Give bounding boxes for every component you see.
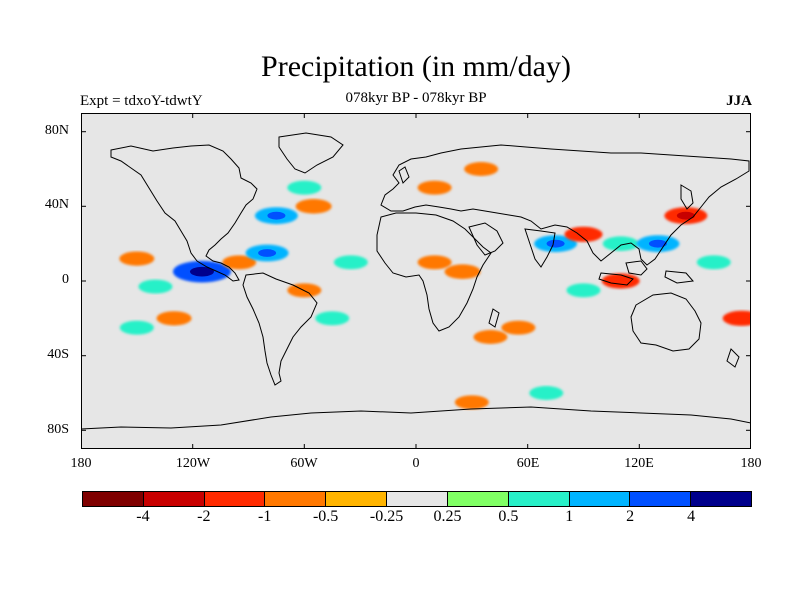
south-america-coast bbox=[242, 272, 318, 386]
anomaly-core bbox=[546, 239, 565, 248]
x-tick-label: 0 bbox=[412, 456, 420, 471]
colorbar-swatch bbox=[691, 492, 751, 506]
colorbar-swatch bbox=[569, 492, 631, 506]
uk-coast bbox=[398, 166, 410, 184]
y-tick-label: 40N bbox=[44, 197, 69, 212]
arabia-coast bbox=[468, 222, 504, 256]
anomaly-core bbox=[267, 211, 286, 220]
map-background bbox=[81, 113, 751, 449]
colorbar-label: 0.5 bbox=[498, 508, 519, 525]
anomaly-core bbox=[648, 239, 667, 248]
colorbar-swatch bbox=[83, 492, 144, 506]
precipitation-map bbox=[81, 113, 751, 449]
colorbar bbox=[82, 491, 752, 507]
colorbar-swatch bbox=[447, 492, 509, 506]
anomaly-core bbox=[189, 266, 214, 277]
colorbar-swatch bbox=[387, 492, 448, 506]
anomaly-patch bbox=[119, 251, 155, 266]
eurasia-coast bbox=[380, 144, 750, 266]
anomaly-patch bbox=[417, 180, 452, 195]
colorbar-label: 0.25 bbox=[433, 508, 462, 525]
anomaly-patch bbox=[529, 386, 564, 400]
anomaly-patch bbox=[333, 255, 368, 270]
india-coast bbox=[524, 228, 556, 268]
x-tick-label: 120E bbox=[624, 456, 654, 471]
anomaly-patch bbox=[222, 255, 257, 270]
australia-coast bbox=[630, 292, 702, 352]
y-tick-label: 40S bbox=[47, 347, 69, 362]
map-subtitle: 078kyr BP - 078kyr BP bbox=[345, 90, 487, 106]
anomaly-patch bbox=[315, 311, 350, 326]
anomaly-patch bbox=[464, 162, 499, 176]
anomaly-patch bbox=[119, 320, 154, 335]
anomaly-patch bbox=[417, 255, 452, 270]
colorbar-swatch bbox=[265, 492, 327, 506]
experiment-label: Expt = tdxoY-tdwtY bbox=[80, 93, 203, 109]
colorbar-label: -0.25 bbox=[369, 508, 404, 525]
tick-marks bbox=[81, 113, 751, 449]
colorbar-swatch bbox=[326, 492, 388, 506]
colorbar-label: -2 bbox=[197, 508, 211, 525]
colorbar-label: 2 bbox=[626, 508, 635, 525]
anomaly-patch bbox=[696, 255, 731, 270]
anomaly-patch bbox=[287, 180, 322, 195]
anomaly-patch bbox=[295, 199, 332, 214]
anomaly-core bbox=[258, 249, 277, 257]
anomaly-patch bbox=[501, 320, 536, 335]
anomaly-patch bbox=[454, 395, 489, 410]
x-tick-label: 60W bbox=[290, 456, 318, 471]
north-america-coast bbox=[110, 144, 258, 282]
anomaly-layer bbox=[119, 162, 751, 410]
anomaly-core bbox=[612, 277, 629, 285]
greenland-coast bbox=[278, 132, 344, 174]
borneo-coast bbox=[625, 260, 648, 276]
anomaly-patch bbox=[156, 311, 192, 326]
colorbar-swatch bbox=[508, 492, 570, 506]
anomaly-patch bbox=[602, 236, 639, 251]
colorbar-swatch bbox=[630, 492, 692, 506]
madagascar-coast bbox=[488, 308, 500, 328]
anomaly-patch bbox=[444, 264, 481, 279]
x-tick-label: 180 bbox=[70, 456, 92, 471]
x-tick-label: 60E bbox=[516, 456, 540, 471]
anomaly-patch bbox=[566, 283, 601, 298]
anomaly-core bbox=[676, 211, 695, 220]
map-title: Precipitation (in mm/day) bbox=[261, 50, 571, 83]
colorbar-swatch bbox=[143, 492, 205, 506]
colorbar-label: -1 bbox=[258, 508, 272, 525]
y-tick-label: 80N bbox=[44, 123, 69, 138]
new-guinea-coast bbox=[664, 270, 694, 284]
anomaly-patch bbox=[138, 279, 173, 294]
colorbar-swatch bbox=[204, 492, 266, 506]
season-label: JJA bbox=[726, 93, 752, 109]
africa-coast bbox=[376, 212, 492, 332]
antarctica-coast bbox=[81, 406, 751, 430]
colorbar-label: -0.5 bbox=[312, 508, 339, 525]
colorbar-label: -4 bbox=[136, 508, 150, 525]
new-zealand-coast bbox=[726, 348, 740, 368]
sumatra-java-coast bbox=[598, 272, 634, 286]
coastlines bbox=[81, 132, 751, 430]
colorbar-label: 1 bbox=[565, 508, 574, 525]
x-tick-label: 180 bbox=[740, 456, 762, 471]
y-tick-label: 80S bbox=[47, 422, 69, 437]
japan-coast bbox=[680, 184, 694, 210]
y-tick-label: 0 bbox=[62, 272, 69, 287]
anomaly-patch bbox=[473, 330, 508, 344]
anomaly-core bbox=[575, 230, 592, 238]
x-tick-label: 120W bbox=[175, 456, 211, 471]
colorbar-label: 4 bbox=[687, 508, 696, 525]
anomaly-core bbox=[733, 314, 750, 322]
